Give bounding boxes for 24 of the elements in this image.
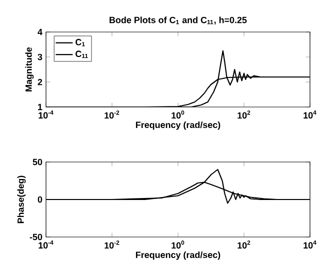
y-axis-title: Magnitude: [25, 47, 34, 92]
y-tick-label: 1: [38, 104, 42, 110]
x-tick-label: 10$^{2}$: [238, 240, 250, 249]
x-axis-title: Frequency (rad/sec): [136, 251, 220, 260]
y-tick-label: 0: [38, 196, 42, 203]
y-tick-label: 4: [38, 28, 42, 36]
x-tick-label: 10$^{4}$: [304, 240, 316, 249]
x-tick-label: 10$^{4}$: [304, 110, 316, 119]
x-tick-label: 10$^{-2}$: [104, 240, 120, 249]
x-tick-label: 10$^{-4}$: [38, 110, 54, 119]
chart-title: Bode Plots of C$_{1}$ and C$_{11}$, h=0.25: [110, 16, 247, 24]
x-tick-label: 10$^{-2}$: [104, 110, 120, 119]
x-tick-label: 10$^{2}$: [238, 110, 250, 119]
legend-label: C$_{1}$: [76, 38, 85, 46]
legend-label: C$_{11}$: [76, 50, 88, 58]
y-tick-label: -50: [30, 234, 42, 240]
x-tick-label: 10$^{-4}$: [38, 240, 54, 249]
x-tick-label: 10$^{0}$: [172, 240, 184, 249]
y-tick-label: 2: [38, 78, 42, 86]
y-tick-label: 3: [38, 54, 42, 60]
y-tick-label: 50: [32, 158, 42, 166]
y-axis-title: Phase(deg): [17, 176, 26, 224]
x-axis-title: Frequency (rad/sec): [136, 121, 220, 130]
x-tick-label: 10$^{0}$: [172, 110, 184, 119]
